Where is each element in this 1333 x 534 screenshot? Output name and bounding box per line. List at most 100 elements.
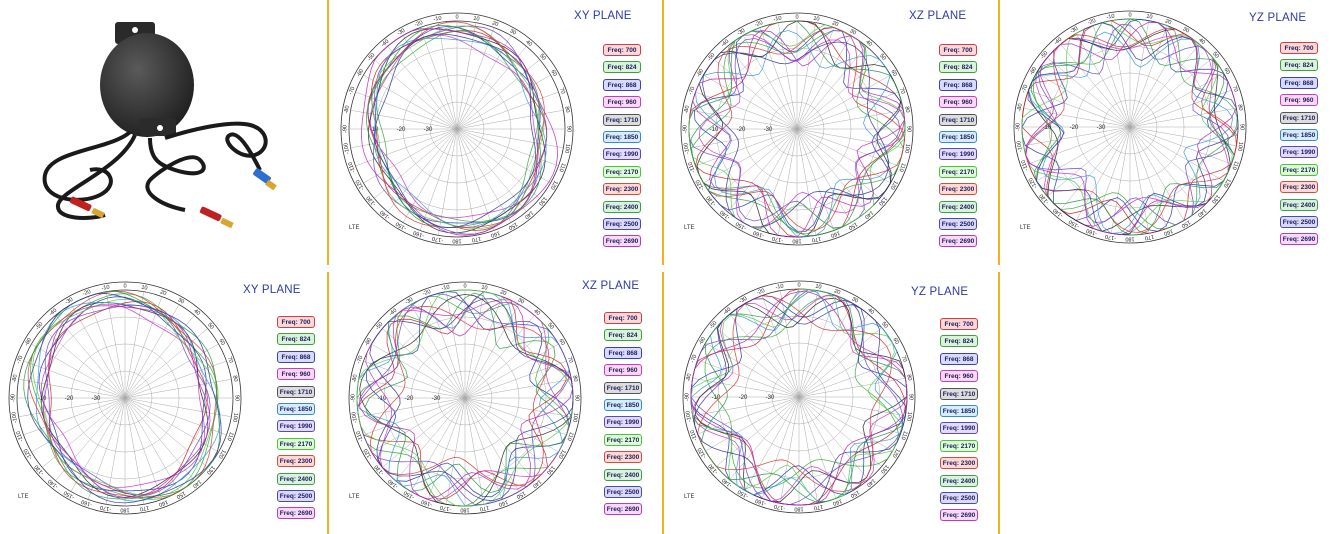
legend: Freq: 700 Freq: 824 Freq: 868 Freq: 960 Freq…	[277, 316, 315, 525]
angle-tick-label: 60	[891, 337, 899, 345]
product-photo	[0, 0, 325, 265]
angle-tick-label: 80	[563, 106, 570, 113]
grid-spoke	[714, 128, 798, 199]
grid-spoke	[70, 304, 126, 399]
legend-item: Freq: 2500	[277, 489, 315, 502]
grid-spoke	[742, 35, 798, 130]
series-trace	[688, 30, 901, 229]
angle-tick-label: -110	[356, 430, 365, 442]
antenna-image	[42, 22, 277, 229]
angle-tick-label: 20	[491, 20, 499, 28]
legend-item: Freq: 960	[1280, 94, 1318, 107]
angle-tick-label: -40	[388, 308, 398, 318]
divider	[662, 0, 664, 265]
angle-tick-label: 110	[557, 162, 566, 172]
legend-item: Freq: 700	[939, 44, 977, 56]
angle-tick-label: 30	[509, 28, 517, 36]
grid-spoke	[464, 315, 535, 399]
angle-tick-label: -20	[82, 289, 92, 297]
grid-spoke	[796, 109, 904, 130]
grid-spoke	[464, 397, 567, 436]
angle-tick-label: 60	[557, 338, 565, 346]
grid-spoke	[1129, 126, 1224, 182]
legend-item: Freq: 868	[603, 78, 641, 91]
legend-item: Freq: 2500	[939, 217, 977, 230]
grid-spoke	[464, 378, 572, 399]
series-trace	[365, 291, 572, 498]
grid-spoke	[395, 397, 466, 481]
outer-ring	[680, 12, 914, 246]
angle-tick-label: -170	[432, 235, 444, 243]
angle-tick-label: -170	[1105, 233, 1117, 241]
angle-tick-label: -70	[1021, 84, 1029, 94]
grid-spoke	[363, 74, 458, 130]
series-trace	[690, 291, 908, 506]
grid-spoke	[124, 328, 208, 399]
series-trace	[376, 30, 539, 223]
angle-tick-label: -70	[16, 355, 24, 365]
legend-item: Freq: 1710	[1280, 111, 1318, 124]
grid-spoke	[371, 343, 466, 399]
angle-tick-label: 150	[847, 221, 858, 231]
series-trace	[361, 28, 558, 236]
series-trace	[369, 34, 540, 219]
angle-tick-label: 40	[864, 39, 873, 48]
grid-spoke	[761, 396, 800, 499]
angle-tick-label: 10	[141, 285, 148, 292]
legend-item: Freq: 960	[604, 364, 642, 377]
divider	[998, 272, 1000, 534]
angle-tick-label: 180	[460, 507, 469, 513]
grid-spoke	[1129, 72, 1224, 128]
grid-spoke	[779, 396, 800, 504]
legend-item: Freq: 1850	[939, 130, 977, 143]
legend-item: Freq: 2300	[603, 183, 641, 196]
angle-tick-label: -140	[719, 209, 731, 221]
angle-tick-label: 50	[206, 322, 215, 331]
angle-tick-label: -130	[34, 463, 46, 475]
angle-tick-label: -80	[684, 105, 691, 114]
legend-item: Freq: 1850	[1280, 128, 1318, 141]
legend-item: Freq: 2300	[277, 455, 315, 468]
legend-item: Freq: 1710	[277, 385, 315, 398]
chart-title: XY PLANE	[243, 284, 301, 296]
grid-spoke	[437, 128, 458, 236]
angle-tick-label: -90	[1015, 123, 1021, 131]
angle-tick-label: 60	[217, 338, 225, 346]
grid-spoke	[705, 342, 800, 398]
radial-tick-label: -20	[737, 127, 746, 133]
grid-spoke	[714, 59, 798, 130]
grid-spoke	[464, 397, 572, 418]
angle-tick-label: 80	[1236, 104, 1243, 111]
grid-spoke	[124, 397, 232, 418]
series-trace	[695, 27, 906, 231]
legend-item: Freq: 2690	[603, 235, 641, 248]
grid-spoke	[23, 360, 126, 399]
grid-spoke	[727, 128, 798, 212]
angle-tick-label: -100	[351, 411, 359, 423]
angle-tick-label: 140	[531, 478, 542, 489]
grid-spoke	[456, 35, 512, 130]
legend-item: Freq: 2400	[277, 472, 315, 485]
series-trace	[369, 305, 550, 487]
angle-tick-label: -20	[756, 288, 766, 296]
grid-spoke	[87, 296, 126, 399]
legend-item: Freq: 1710	[604, 381, 642, 394]
legend-item: Freq: 1710	[940, 387, 978, 400]
angle-tick-label: 160	[498, 498, 509, 507]
angle-tick-label: -100	[343, 142, 351, 154]
grid-spoke	[695, 128, 798, 167]
outer-ring	[682, 280, 916, 514]
angle-tick-label: 0	[123, 283, 126, 289]
grid-spoke	[1129, 126, 1150, 234]
grid-spoke	[744, 396, 800, 491]
outer-ring	[8, 281, 242, 515]
angle-tick-label: 160	[832, 497, 843, 506]
grid-spoke	[456, 74, 551, 130]
angle-tick-label: 20	[499, 289, 507, 297]
legend-item: Freq: 1710	[939, 113, 977, 126]
grid-spoke	[456, 128, 540, 199]
grid-spoke	[798, 396, 901, 435]
legend-item: Freq: 824	[277, 333, 315, 346]
outer-ring	[1013, 10, 1247, 244]
angle-tick-label: 150	[1180, 219, 1191, 229]
